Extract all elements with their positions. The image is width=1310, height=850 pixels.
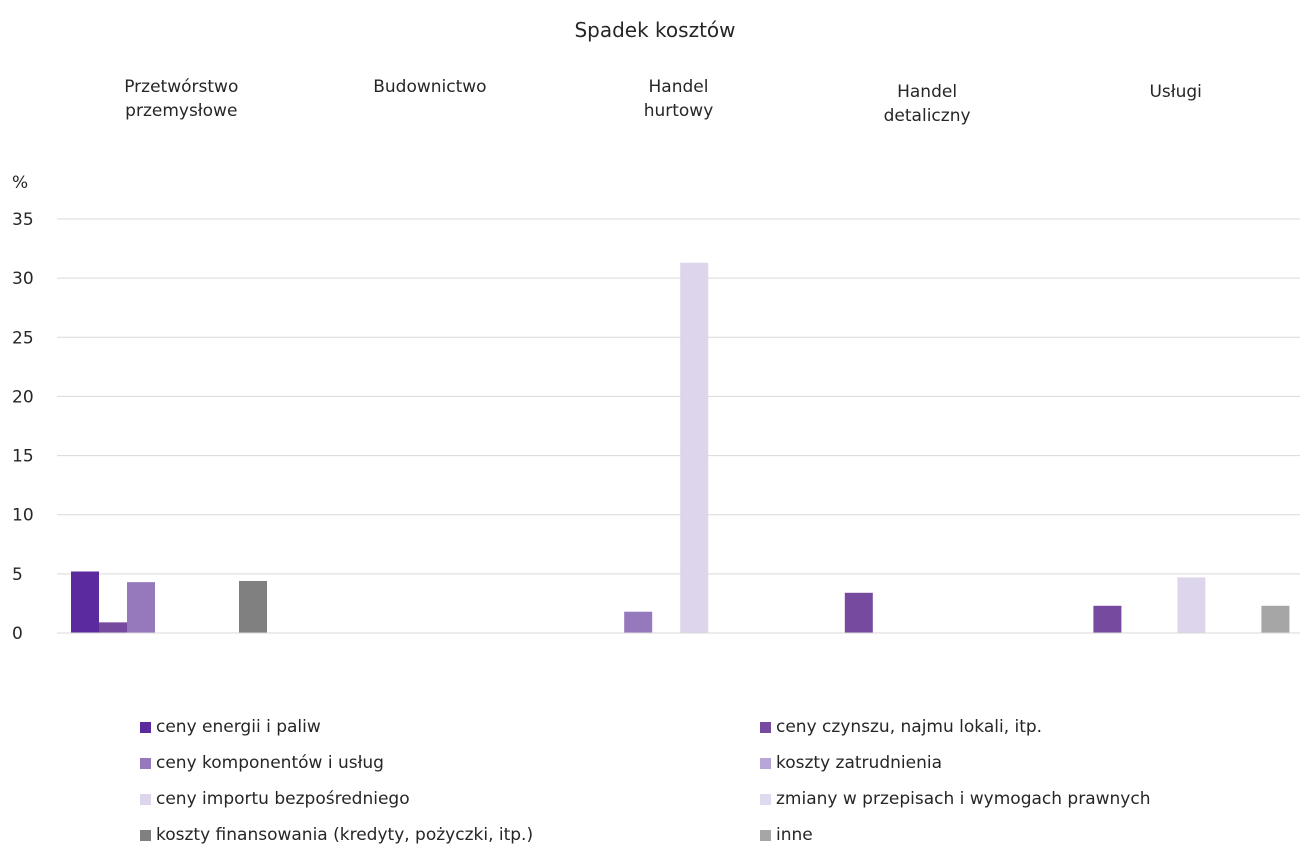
legend-item: ceny komponentów i usług [140,748,760,778]
legend-item: koszty zatrudnienia [760,748,1270,778]
bar-chart: Spadek kosztów % 0 5 10 15 20 25 30 35 Przetwór… [12,18,1300,644]
category-label: Usługi [1149,82,1201,102]
legend-label: ceny importu bezpośredniego [156,789,410,809]
y-tick-label: 35 [12,210,34,230]
legend-item: koszty finansowania (kredyty, pożyczki, … [140,820,760,850]
bar [844,592,873,633]
bar [127,582,155,633]
legend-label: koszty finansowania (kredyty, pożyczki, … [156,825,534,845]
y-tick-label: 30 [12,269,34,289]
category-label: Budownictwo [373,77,486,97]
bar [1261,605,1290,633]
legend-item: zmiany w przepisach i wymogach prawnych [760,784,1270,814]
y-tick-label: 20 [12,387,34,407]
legend-swatch [140,757,151,769]
category-label: Przetwórstwo przemysłowe [124,77,238,121]
category-label: Handel detaliczny [884,82,971,126]
bar [680,262,709,633]
legend-swatch [140,793,151,805]
y-tick-label: 5 [12,565,23,585]
y-tick-label: 15 [12,447,34,467]
y-axis-ticks: 0 5 10 15 20 25 30 35 [12,210,34,644]
legend-label: ceny energii i paliw [156,717,321,737]
y-tick-label: 0 [12,624,23,644]
legend-swatch [760,757,771,769]
y-tick-label: 25 [12,328,34,348]
legend-label: ceny komponentów i usług [156,753,384,773]
gridlines [57,218,1300,575]
legend-label: ceny czynszu, najmu lokali, itp. [776,717,1043,737]
legend-item: ceny energii i paliw [140,712,760,742]
bar [624,611,653,633]
category-label: Handel hurtowy [644,77,714,121]
legend-item: inne [760,820,1270,850]
legend-label: inne [776,825,813,845]
legend-swatch [760,829,771,841]
legend-swatch [140,829,151,841]
bar [1093,605,1122,633]
legend-swatch [140,721,151,733]
legend-swatch [760,721,771,733]
legend-item: ceny czynszu, najmu lokali, itp. [760,712,1270,742]
category-labels: Przetwórstwo przemysłowe Budownictwo Handel… [124,77,1202,126]
bar [71,571,99,633]
bar [99,622,127,633]
legend-swatch [760,793,771,805]
legend-label: koszty zatrudnienia [776,753,942,773]
chart-legend: ceny energii i paliw ceny czynszu, najmu … [140,712,1270,850]
bar [239,580,267,633]
y-tick-label: 10 [12,506,34,526]
y-axis-unit-label: % [12,173,28,193]
legend-item: ceny importu bezpośredniego [140,784,760,814]
bar [1177,577,1206,633]
bars [71,262,1290,633]
legend-label: zmiany w przepisach i wymogach prawnych [776,789,1151,809]
chart-title: Spadek kosztów [574,18,735,42]
